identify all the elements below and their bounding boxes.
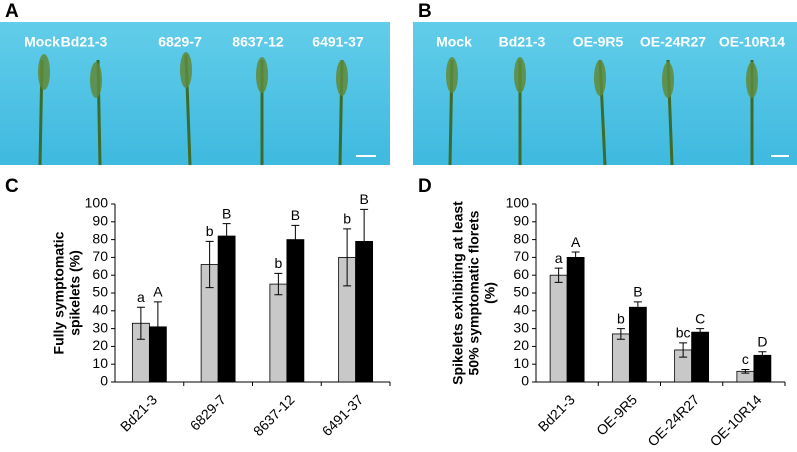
significance-letter: bc (676, 325, 691, 341)
significance-letter: a (137, 289, 145, 305)
photo-label: Bd21-3 (61, 34, 108, 50)
bar (691, 331, 710, 383)
y-axis-label: Spikelets exhibiting at least (450, 201, 466, 385)
y-tick-label: 10 (513, 355, 529, 371)
photo-label: 6491-37 (312, 34, 364, 50)
panel-letter: B (418, 1, 432, 22)
significance-letter: D (757, 333, 767, 349)
error-bar (741, 369, 750, 374)
photo-label: OE-24R27 (640, 34, 706, 50)
photo-label: Bd21-3 (499, 34, 546, 50)
error-bar (758, 351, 767, 360)
y-tick-label: 70 (92, 248, 108, 264)
significance-letter: B (291, 207, 300, 223)
y-axis-label: spikelets (%) (67, 250, 83, 336)
bar (286, 239, 305, 383)
x-tick-label: 6829-7 (187, 391, 229, 433)
y-tick-label: 80 (513, 230, 529, 246)
spikelet-sketches (38, 52, 758, 98)
significance-letter: C (695, 310, 705, 326)
error-bar (153, 301, 162, 353)
y-tick-label: 30 (513, 319, 529, 335)
y-tick-label: 60 (513, 266, 529, 282)
photo-label: Mock (24, 34, 60, 50)
error-bar (136, 306, 145, 340)
error-bar (696, 328, 705, 337)
y-tick-label: 90 (92, 213, 108, 229)
significance-letter: b (274, 255, 282, 271)
error-bar (274, 272, 283, 296)
significance-letter: A (153, 284, 163, 300)
y-tick-label: 90 (513, 213, 529, 229)
y-tick-label: 30 (92, 319, 108, 335)
error-bar (679, 342, 688, 358)
error-bar (343, 228, 352, 287)
y-tick-label: 40 (513, 302, 529, 318)
panel-letter: A (5, 1, 19, 22)
bar (269, 283, 288, 383)
panel-letter: D (418, 176, 432, 197)
y-tick-label: 20 (513, 337, 529, 353)
y-tick-label: 80 (92, 230, 108, 246)
x-tick-label: OE-10R14 (707, 391, 765, 449)
photo-a (0, 22, 390, 165)
significance-letter: A (571, 234, 581, 250)
photo-label: 6829-7 (158, 34, 202, 50)
significance-letter: B (633, 284, 642, 300)
y-tick-label: 70 (513, 248, 529, 264)
y-tick-label: 60 (92, 266, 108, 282)
significance-letter: B (222, 205, 231, 221)
x-tick-label: 8637-12 (250, 391, 298, 439)
bar (549, 274, 568, 383)
significance-letter: b (617, 310, 625, 326)
y-tick-label: 100 (506, 195, 530, 211)
y-axis-label: Fully symptomatic (51, 231, 67, 354)
photo-label: OE-9R5 (573, 34, 624, 50)
error-bar (633, 301, 642, 314)
y-tick-label: 40 (92, 302, 108, 318)
plant-sketches (38, 54, 754, 166)
error-bar (222, 223, 231, 249)
significance-letter: a (555, 250, 563, 266)
y-tick-label: 0 (521, 373, 529, 389)
y-tick-label: 50 (513, 284, 529, 300)
error-bar (360, 208, 369, 274)
significance-letter: b (343, 211, 351, 227)
significance-letter: B (359, 191, 368, 207)
error-bar (205, 240, 214, 289)
x-tick-label: Bd21-3 (535, 391, 578, 434)
y-axis-label: 50% symptomatic florets (466, 210, 482, 375)
error-bar (616, 328, 625, 340)
error-bar (554, 267, 563, 283)
bar (611, 333, 630, 383)
x-tick-label: OE-24R27 (644, 391, 702, 449)
photo-label: Mock (436, 34, 472, 50)
y-tick-label: 50 (92, 284, 108, 300)
error-bar (571, 251, 580, 264)
significance-letter: c (742, 351, 749, 367)
photo-label: 8637-12 (232, 34, 284, 50)
significance-letter: b (206, 223, 214, 239)
x-tick-label: OE-9R5 (593, 391, 640, 438)
photo-label: OE-10R14 (719, 34, 785, 50)
y-tick-label: 0 (100, 373, 108, 389)
y-tick-label: 20 (92, 337, 108, 353)
x-tick-label: Bd21-3 (117, 391, 160, 434)
y-axis-label: (%) (482, 282, 498, 304)
bar (217, 235, 236, 383)
bar (566, 256, 585, 383)
x-tick-label: 6491-37 (319, 391, 367, 439)
panel-letter: C (5, 176, 19, 197)
error-bar (291, 224, 300, 255)
bar (628, 306, 647, 383)
y-tick-label: 100 (85, 195, 109, 211)
y-tick-label: 10 (92, 355, 108, 371)
